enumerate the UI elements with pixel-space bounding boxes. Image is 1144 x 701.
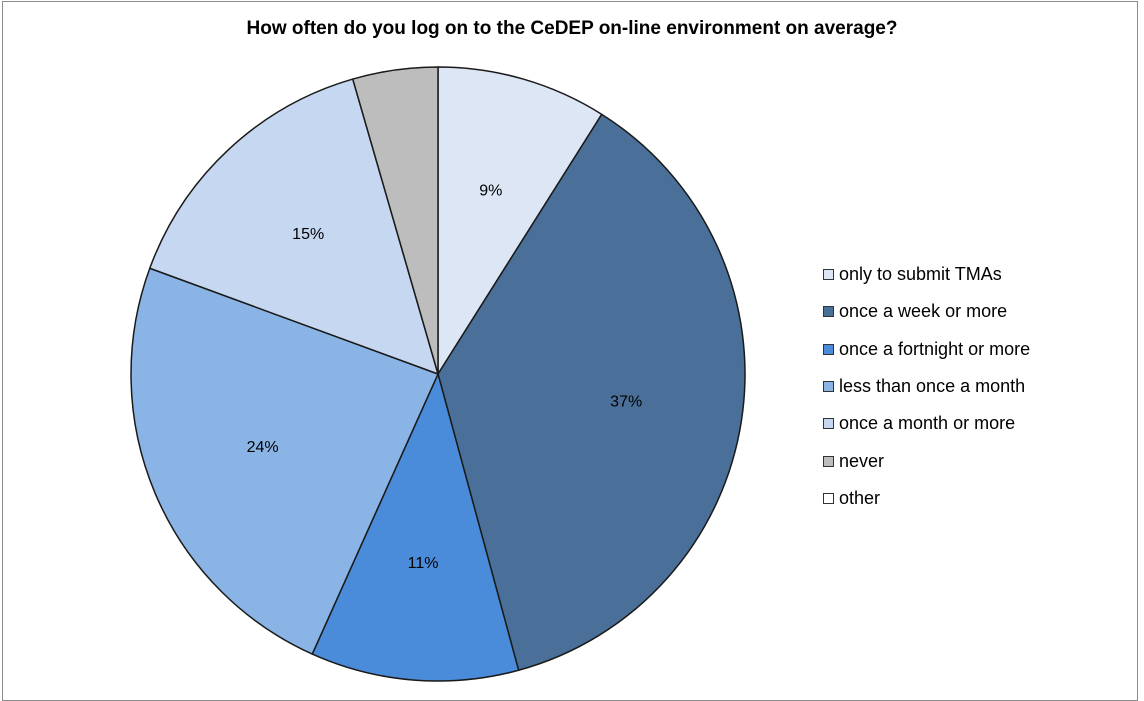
pie-slice-once-a-week-or-more xyxy=(437,113,746,671)
slice-value-label: 15% xyxy=(292,226,324,243)
pie-slice-once-a-fortnight-or-more xyxy=(311,373,520,682)
slice-value-label: 24% xyxy=(247,439,279,456)
pie-slice-never xyxy=(352,66,439,375)
pie-slice-less-than-once-a-month xyxy=(130,267,439,655)
legend-item-less-than-once-a-month: less than once a month xyxy=(823,368,1030,405)
legend-item-once-a-month-or-more: once a month or more xyxy=(823,405,1030,442)
legend-item-only-to-submit-tmas: only to submit TMAs xyxy=(823,256,1030,293)
legend-label: once a fortnight or more xyxy=(839,338,1031,359)
legend-swatch xyxy=(823,269,834,281)
legend-label: less than once a month xyxy=(839,376,1026,397)
legend-label: other xyxy=(839,487,881,508)
pie-slice-only-to-submit-tmas xyxy=(437,66,603,375)
slice-value-label: 9% xyxy=(479,182,502,199)
legend-label: only to submit TMAs xyxy=(839,264,1002,285)
legend-label: never xyxy=(839,450,885,471)
legend-swatch xyxy=(823,455,834,467)
slice-value-label: 37% xyxy=(610,393,642,410)
legend-swatch xyxy=(823,492,834,504)
legend-item-once-a-fortnight-or-more: once a fortnight or more xyxy=(823,331,1030,368)
slice-value-label: 11% xyxy=(408,555,439,572)
legend-swatch xyxy=(823,343,834,355)
legend-item-never: never xyxy=(823,442,1030,479)
legend-label: once a week or more xyxy=(839,301,1008,322)
legend-swatch xyxy=(823,306,834,318)
legend-item-once-a-week-or-more: once a week or more xyxy=(823,293,1030,330)
chart-title: How often do you log on to the CeDEP on-… xyxy=(246,18,898,39)
legend-swatch xyxy=(823,418,834,430)
legend-swatch xyxy=(823,381,834,393)
legend-label: once a month or more xyxy=(839,413,1016,434)
legend: only to submit TMAs once a week or more … xyxy=(823,256,1030,517)
legend-item-other: other xyxy=(823,480,1030,517)
pie-slice-once-a-month-or-more xyxy=(149,78,439,375)
